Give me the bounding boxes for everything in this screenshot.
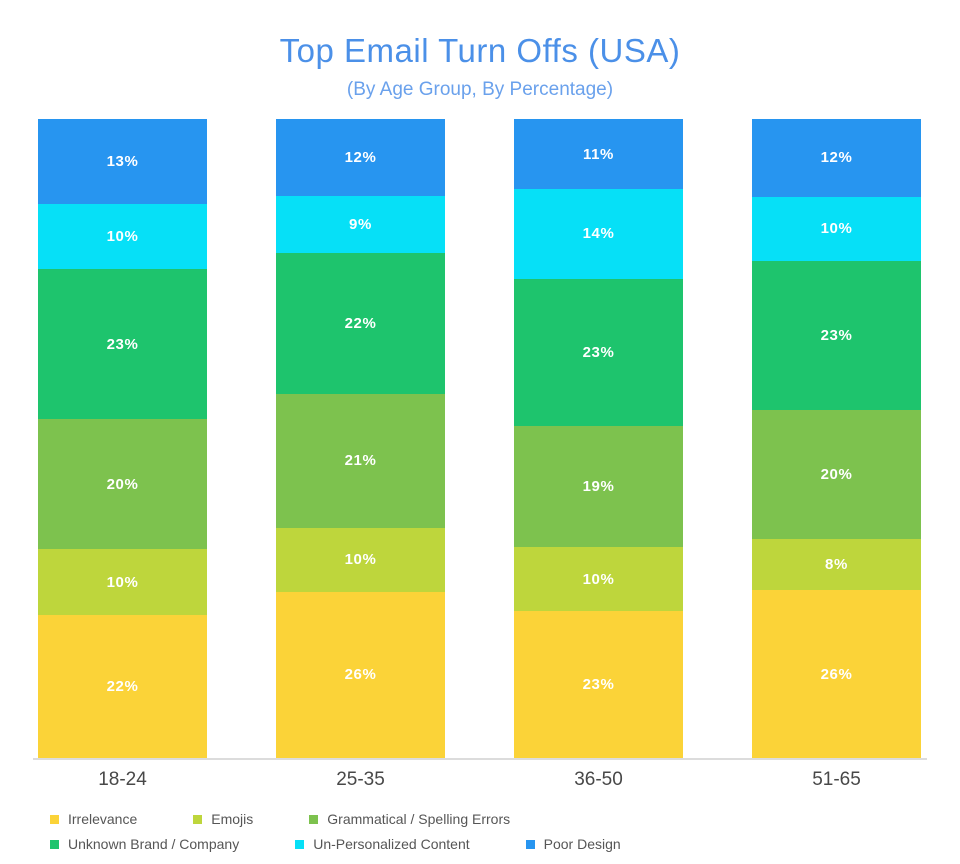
legend-label: Irrelevance [68, 811, 138, 827]
bar-segment: 23% [514, 278, 683, 426]
segment-value-label: 22% [344, 315, 377, 333]
segment-value-label: 12% [820, 149, 853, 167]
legend-label: Unknown Brand / Company [68, 836, 240, 852]
legend-swatch-icon [50, 839, 59, 849]
segment-value-label: 12% [344, 148, 377, 166]
bar-segment: 23% [514, 611, 683, 758]
chart-subtitle: (By Age Group, By Percentage) [346, 79, 614, 100]
x-axis-label: 36-50 [574, 769, 623, 790]
legend-item: Grammatical / Spelling Errors [309, 811, 510, 827]
legend-label: Poor Design [543, 836, 621, 852]
legend-label: Emojis [211, 811, 254, 827]
stacked-bar-36-50: 11% 14% 23% 19% 10% 23% [514, 118, 683, 758]
bar-segment: 10% [38, 203, 207, 270]
bars: 13% 10% 23% 20% 10% 22% 12% 9% 22% 21% 10% 26% 11% 14… [33, 118, 927, 758]
stacked-bar-51-65: 12% 10% 23% 20% 8% 26% [752, 119, 921, 758]
segment-value-label: 26% [344, 666, 377, 684]
bar-segment: 26% [276, 591, 445, 758]
bar-segment: 10% [514, 547, 683, 611]
segment-value-label: 11% [583, 145, 614, 163]
bar-segment: 8% [752, 538, 921, 591]
segment-value-label: 20% [820, 465, 853, 483]
segment-value-label: 10% [106, 227, 139, 245]
x-axis-label: 18-24 [98, 769, 147, 790]
bar-segment: 10% [38, 549, 207, 615]
legend-swatch-icon [193, 814, 203, 824]
legend-swatch-icon [525, 839, 535, 849]
bar-segment: 20% [38, 419, 207, 550]
bar-segment: 10% [276, 528, 445, 592]
segment-value-label: 20% [106, 475, 139, 493]
legend-item: Poor Design [525, 836, 621, 852]
segment-value-label: 26% [820, 665, 853, 683]
legend-item: Un-Personalized Content [295, 836, 470, 852]
segment-value-label: 13% [106, 152, 139, 170]
segment-value-label: 9% [349, 215, 372, 233]
x-axis-label: 25-35 [336, 769, 385, 790]
stacked-bar-18-24: 13% 10% 23% 20% 10% 22% [38, 119, 207, 758]
segment-value-label: 21% [344, 452, 377, 470]
bar-segment: 23% [38, 269, 207, 420]
segment-value-label: 8% [825, 555, 848, 573]
segment-value-label: 22% [106, 677, 139, 695]
bar-segment: 11% [514, 118, 683, 190]
legend-row: Irrelevance Emojis Grammatical / Spelling … [50, 811, 960, 827]
bar-segment: 23% [752, 261, 921, 410]
segment-value-label: 23% [582, 676, 615, 693]
bar-segment: 9% [276, 195, 445, 254]
bar-segment: 22% [38, 614, 207, 758]
segment-value-label: 23% [582, 343, 615, 361]
stacked-bar-25-35: 12% 9% 22% 21% 10% 26% [276, 119, 445, 758]
bar-segment: 22% [276, 253, 445, 394]
legend-swatch-icon [295, 839, 305, 849]
legend-item: Unknown Brand / Company [50, 836, 239, 852]
bar-segment: 26% [752, 590, 921, 758]
legend-item: Emojis [193, 811, 253, 827]
legend-swatch-icon [50, 814, 59, 824]
bar-segment: 12% [276, 119, 445, 196]
legend: Irrelevance Emojis Grammatical / Spelling … [50, 811, 960, 852]
bar-segment: 21% [276, 393, 445, 529]
segment-value-label: 19% [582, 477, 615, 495]
legend-label: Grammatical / Spelling Errors [327, 811, 511, 827]
chart-title: Top Email Turn Offs (USA) [279, 32, 681, 69]
bar-segment: 20% [752, 409, 921, 539]
segment-value-label: 10% [344, 551, 377, 569]
x-axis-label: 51-65 [812, 769, 861, 790]
bar-segment: 19% [514, 425, 683, 548]
bar-segment: 13% [38, 119, 207, 204]
chart-area: 13% 10% 23% 20% 10% 22% 12% 9% 22% 21% 10% 26% 11% 14… [33, 118, 927, 760]
segment-value-label: 10% [820, 220, 853, 238]
segment-value-label: 14% [582, 225, 615, 243]
x-axis-labels: 18-24 25-35 36-50 51-65 [0, 769, 960, 791]
segment-value-label: 10% [106, 573, 139, 591]
legend-swatch-icon [309, 814, 319, 824]
legend-row: Unknown Brand / Company Un-Personalized C… [50, 836, 960, 852]
segment-value-label: 10% [582, 570, 615, 588]
legend-item: Irrelevance [50, 811, 137, 827]
segment-value-label: 23% [106, 335, 139, 353]
bar-segment: 12% [752, 119, 921, 197]
bar-segment: 14% [514, 189, 683, 279]
bar-segment: 10% [752, 196, 921, 262]
legend-label: Un-Personalized Content [313, 836, 470, 852]
segment-value-label: 23% [820, 326, 853, 344]
